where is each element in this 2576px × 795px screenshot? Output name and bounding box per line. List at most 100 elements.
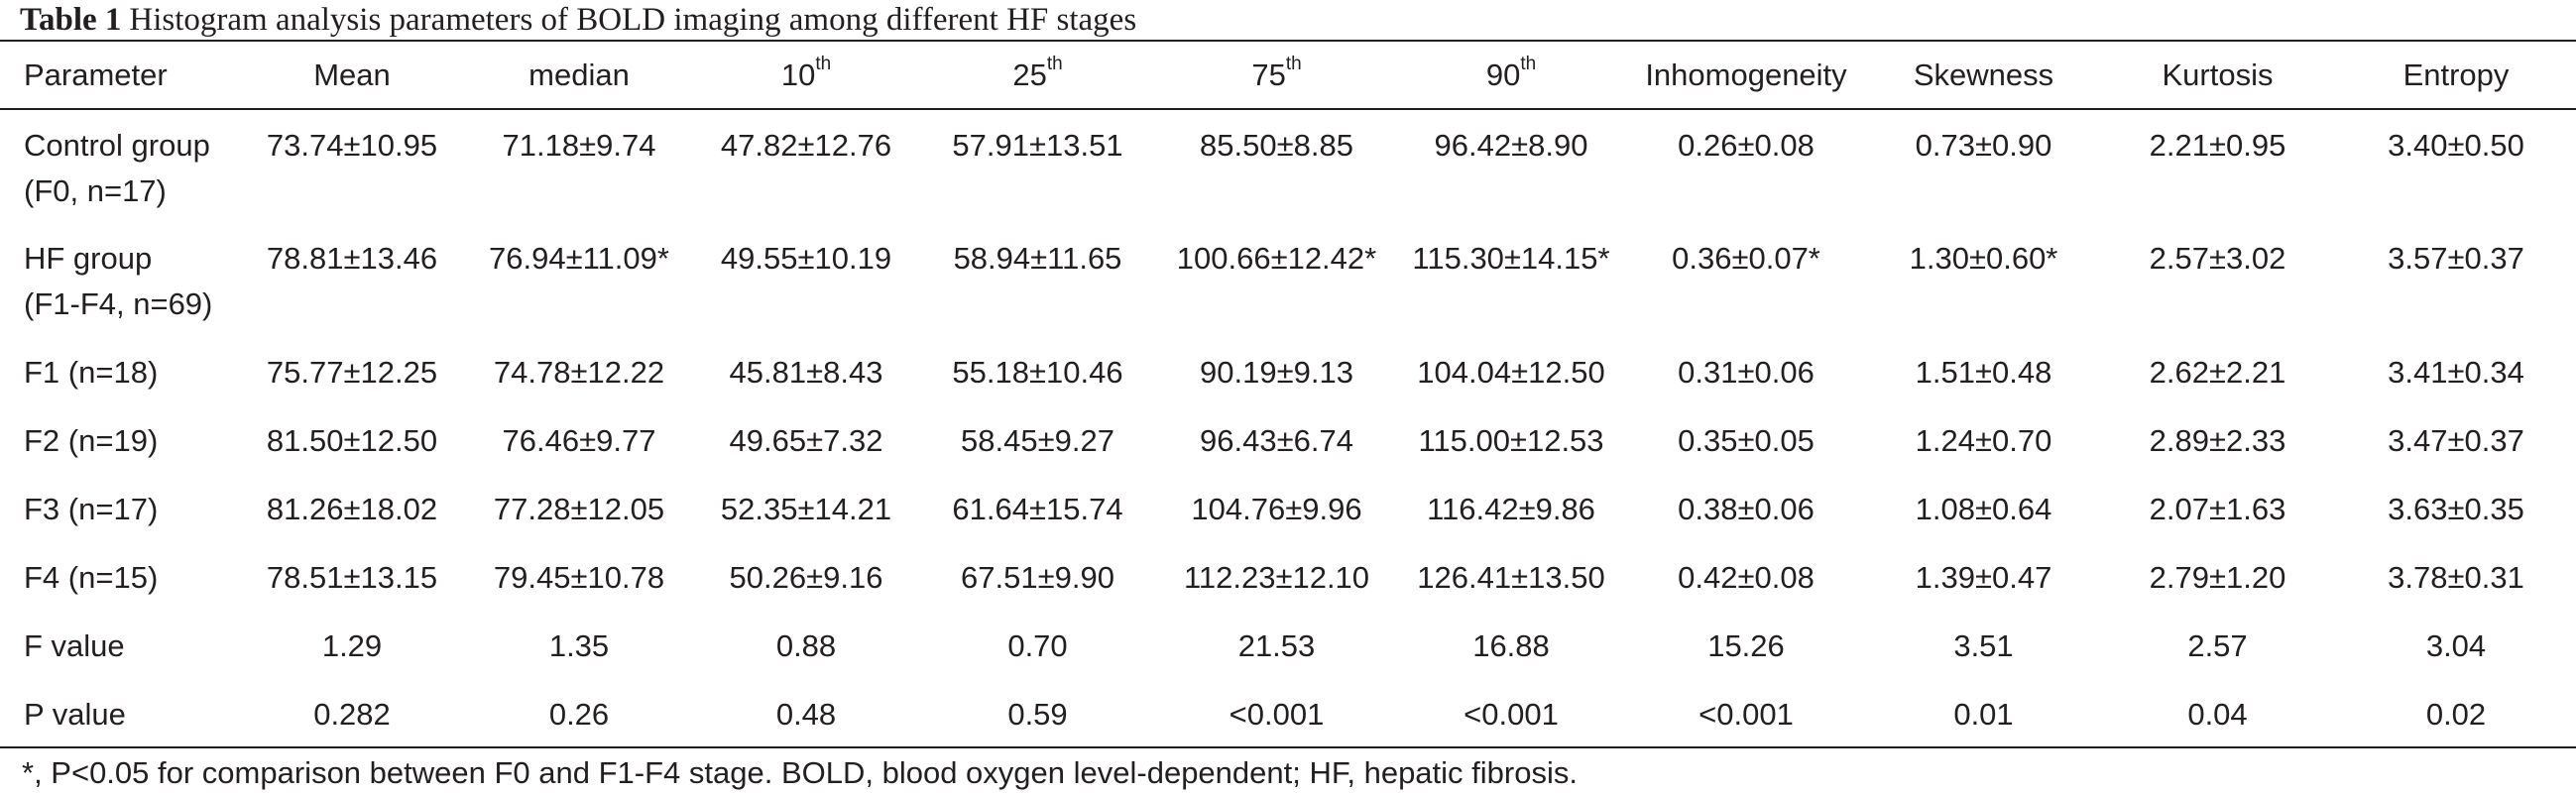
cell-75th: 104.76±9.96: [1191, 492, 1362, 526]
table-row: F1 (n=18) 75.77±12.25 74.78±12.22 45.81±…: [0, 337, 2576, 405]
header-skewness: Skewness: [1868, 40, 2099, 110]
cell-25th: 61.64±15.74: [952, 492, 1123, 526]
table-caption-label: Table 1: [20, 2, 122, 38]
cell-median: 77.28±12.05: [493, 492, 665, 526]
cell-mean: 1.29: [321, 628, 383, 663]
cell-median: 76.46±9.77: [502, 423, 656, 458]
cell-mean: 81.50±12.50: [266, 423, 438, 458]
cell-90th: 16.88: [1472, 628, 1550, 663]
cell-mean: 78.81±13.46: [266, 241, 438, 276]
table-row: HF group (F1-F4, n=69) 78.81±13.46 76.94±…: [0, 223, 2576, 337]
header-10th: 10th: [692, 40, 920, 110]
cell-kurtosis: 2.07±1.63: [2149, 492, 2286, 526]
header-25th: 25th: [920, 40, 1155, 110]
cell-25th: 67.51±9.90: [961, 560, 1114, 595]
table-footnote: *, P<0.05 for comparison between F0 and …: [22, 755, 1578, 790]
row-label: HF group (F1-F4, n=69): [0, 223, 238, 337]
table-row: F4 (n=15) 78.51±13.15 79.45±10.78 50.26±…: [0, 542, 2576, 611]
cell-25th: 58.94±11.65: [953, 241, 1122, 276]
row-label: P value: [0, 679, 238, 748]
cell-25th: 57.91±13.51: [952, 128, 1123, 163]
cell-kurtosis: 2.21±0.95: [2149, 128, 2286, 163]
cell-mean: 0.282: [238, 679, 466, 748]
cell-10th: 0.48: [692, 679, 920, 748]
header-kurtosis: Kurtosis: [2099, 40, 2336, 110]
cell-mean: 81.26±18.02: [266, 492, 438, 526]
cell-75th: 96.43±6.74: [1200, 423, 1353, 458]
row-label: F2 (n=19): [24, 423, 159, 458]
cell-25th: 0.70: [1007, 628, 1068, 663]
table-caption: Table 1 Histogram analysis parameters of …: [20, 2, 1136, 38]
cell-90th: 115.30±14.15*: [1412, 241, 1610, 276]
header-parameter: Parameter: [0, 40, 238, 110]
cell-entropy: 3.63±0.35: [2388, 492, 2524, 526]
header-median: median: [466, 40, 692, 110]
cell-median: 74.78±12.22: [493, 355, 665, 390]
cell-25th: 58.45±9.27: [961, 423, 1114, 458]
row-label-line1: Control group: [24, 128, 210, 163]
row-label-line1: HF group: [24, 241, 153, 276]
cell-skewness: 3.51: [1953, 628, 2014, 663]
cell-kurtosis: 2.57: [2187, 628, 2248, 663]
row-label: F4 (n=15): [24, 560, 159, 595]
cell-entropy: 3.04: [2425, 628, 2487, 663]
cell-median: 76.94±11.09*: [489, 241, 669, 276]
cell-75th: 112.23±12.10: [1183, 560, 1370, 595]
header-10th-number: 10: [780, 57, 816, 92]
cell-10th: 50.26±9.16: [729, 560, 883, 595]
row-label: F1 (n=18): [24, 355, 159, 390]
cell-mean: 73.74±10.95: [266, 128, 438, 163]
cell-10th: 52.35±14.21: [720, 492, 892, 526]
table-row: F value 1.29 1.35 0.88 0.70 21.53 16.88 …: [0, 611, 2576, 679]
table-row: P value 0.282 0.26 0.48 0.59 <0.001 <0.0…: [0, 679, 2576, 748]
cell-mean: 78.51±13.15: [266, 560, 438, 595]
cell-entropy: 3.47±0.37: [2388, 423, 2524, 458]
row-label-line2: (F0, n=17): [24, 173, 167, 208]
cell-25th: 55.18±10.46: [952, 355, 1123, 390]
cell-75th: 100.66±12.42*: [1176, 241, 1377, 276]
cell-inhomogeneity: 0.26±0.08: [1678, 128, 1815, 163]
cell-kurtosis: 2.89±2.33: [2149, 423, 2286, 458]
row-label-line2: (F1-F4, n=69): [24, 286, 213, 321]
cell-inhomogeneity: 0.38±0.06: [1678, 492, 1815, 526]
cell-90th: 116.42±9.86: [1427, 492, 1595, 526]
cell-median: 1.35: [548, 628, 610, 663]
header-entropy: Entropy: [2336, 40, 2576, 110]
row-label: Control group (F0, n=17): [0, 109, 238, 223]
histogram-parameters-table: Parameter Mean median 10th 25th 75th 90t…: [0, 40, 2576, 748]
header-25th-suffix: th: [1046, 54, 1063, 75]
cell-entropy: 3.57±0.37: [2388, 241, 2524, 276]
cell-skewness: 1.24±0.70: [1915, 423, 2052, 458]
cell-75th: 21.53: [1237, 628, 1316, 663]
header-mean: Mean: [238, 40, 466, 110]
cell-kurtosis: 2.79±1.20: [2149, 560, 2286, 595]
cell-90th: 96.42±8.90: [1434, 128, 1588, 163]
cell-median: 71.18±9.74: [502, 128, 656, 163]
cell-10th: 0.88: [775, 628, 837, 663]
cell-skewness: 0.01: [1868, 679, 2099, 748]
header-25th-number: 25: [1012, 57, 1047, 92]
cell-90th: <0.001: [1398, 679, 1624, 748]
header-inhomogeneity: Inhomogeneity: [1624, 40, 1868, 110]
cell-inhomogeneity: 0.31±0.06: [1678, 355, 1815, 390]
cell-90th: 126.41±13.50: [1417, 560, 1605, 595]
cell-kurtosis: 0.04: [2099, 679, 2336, 748]
row-label: F value: [24, 628, 125, 663]
cell-entropy: 3.78±0.31: [2388, 560, 2524, 595]
cell-25th: 0.59: [920, 679, 1155, 748]
cell-skewness: 0.73±0.90: [1915, 128, 2052, 163]
cell-10th: 45.81±8.43: [729, 355, 883, 390]
cell-inhomogeneity: 0.42±0.08: [1678, 560, 1815, 595]
cell-10th: 49.55±10.19: [720, 241, 892, 276]
header-90th-suffix: th: [1520, 54, 1537, 75]
header-75th-suffix: th: [1285, 54, 1302, 75]
table-row: F2 (n=19) 81.50±12.50 76.46±9.77 49.65±7…: [0, 405, 2576, 474]
cell-10th: 49.65±7.32: [729, 423, 883, 458]
cell-entropy: 3.41±0.34: [2388, 355, 2524, 390]
cell-mean: 75.77±12.25: [266, 355, 438, 390]
cell-90th: 115.00±12.53: [1418, 423, 1604, 458]
header-75th: 75th: [1155, 40, 1398, 110]
cell-kurtosis: 2.57±3.02: [2149, 241, 2286, 276]
table-caption-text: Histogram analysis parameters of BOLD im…: [129, 2, 1137, 38]
cell-entropy: 3.40±0.50: [2388, 128, 2524, 163]
